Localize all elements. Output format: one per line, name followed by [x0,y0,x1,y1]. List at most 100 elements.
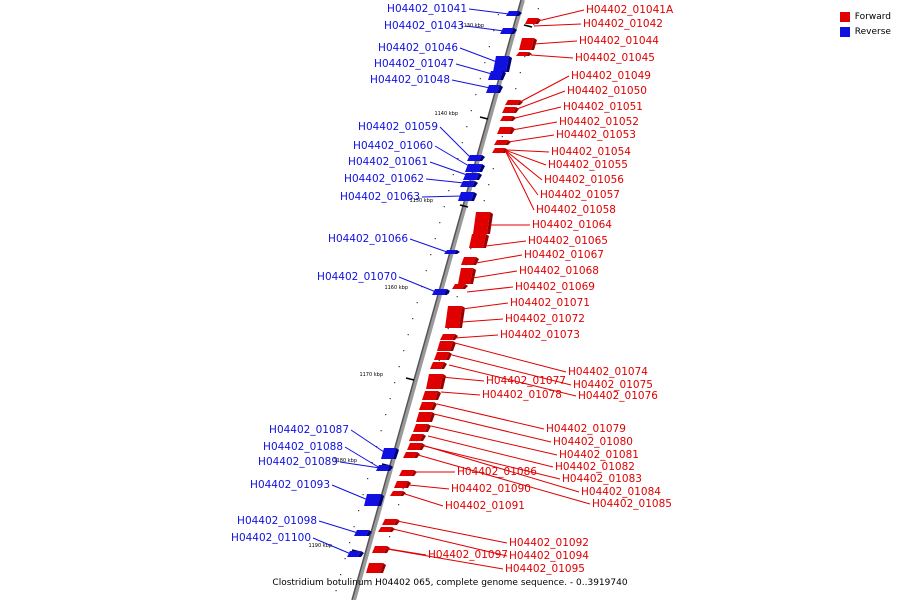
leader-line [433,413,552,443]
reverse-gene-label[interactable]: H04402_01061 [348,156,428,168]
forward-gene-feature [426,374,446,389]
gene-block [519,38,534,50]
forward-gene-feature [505,100,523,105]
forward-gene-label[interactable]: H04402_01071 [510,297,590,309]
forward-gene-label[interactable]: H04402_01085 [592,498,672,510]
forward-gene-label[interactable]: H04402_01065 [528,235,608,247]
reverse-gene-label[interactable]: H04402_01043 [384,20,464,32]
forward-gene-label[interactable]: H04402_01064 [532,219,612,231]
reverse-gene-label[interactable]: H04402_01060 [353,140,433,152]
forward-gene-label[interactable]: H04402_01078 [482,389,562,401]
forward-gene-label[interactable]: H04402_01079 [546,423,626,435]
forward-gene-label[interactable]: H04402_01073 [500,329,580,341]
forward-gene-label[interactable]: H04402_01054 [551,146,631,158]
forward-gene-label[interactable]: H04402_01075 [573,379,653,391]
leader-line [461,318,504,323]
reverse-gene-label[interactable]: H04402_01089 [258,456,338,468]
leader-line [408,484,450,490]
forward-gene-label[interactable]: H04402_01083 [562,473,642,485]
gene-labels: H04402_01041 H04402_01043 H04402_01046 H044… [231,3,674,575]
scale-dot [389,398,391,400]
reverse-gene-label[interactable]: H04402_01062 [344,173,424,185]
reverse-gene-label[interactable]: H04402_01087 [269,424,349,436]
gene-block [516,52,529,56]
gene-block-side [431,402,437,410]
forward-gene-feature [416,412,435,422]
scale-dot [488,184,490,186]
leader-line [455,63,493,75]
gene-block [505,100,520,105]
forward-gene-label[interactable]: H04402_01091 [445,500,525,512]
tick-mark [405,377,415,381]
forward-gene-label[interactable]: H04402_01041A [586,4,674,16]
reverse-gene-label[interactable]: H04402_01100 [231,532,311,544]
gene-block [500,28,514,34]
reverse-gene-feature [381,448,399,459]
gene-block-side [500,71,506,80]
reverse-gene-label[interactable]: H04402_01059 [358,121,438,133]
reverse-gene-label[interactable]: H04402_01063 [340,191,420,203]
gene-block-side [473,257,479,265]
reverse-gene-label[interactable]: H04402_01093 [250,479,330,491]
forward-gene-label[interactable]: H04402_01069 [515,281,595,293]
gene-block [469,234,486,248]
reverse-gene-label[interactable]: H04402_01046 [378,42,458,54]
forward-gene-label[interactable]: H04402_01055 [548,159,628,171]
forward-gene-label[interactable]: H04402_01057 [540,189,620,201]
forward-gene-label[interactable]: H04402_01077 [486,375,566,387]
reverse-gene-label[interactable]: H04402_01047 [374,58,454,70]
gene-block [467,155,482,161]
leader-line [439,126,472,159]
forward-gene-label[interactable]: H04402_01097 [428,549,508,561]
forward-gene-label[interactable]: H04402_01056 [544,174,624,186]
forward-gene-label[interactable]: H04402_01086 [457,466,537,478]
forward-gene-label[interactable]: H04402_01095 [505,563,585,575]
forward-gene-label[interactable]: H04402_01084 [581,486,661,498]
forward-gene-feature [502,107,519,113]
gene-block-side [497,85,503,93]
gene-block [430,362,444,369]
reverse-gene-label[interactable]: H04402_01070 [317,271,397,283]
forward-gene-label[interactable]: H04402_01052 [559,116,639,128]
tick-label: 1170 kbp [359,372,383,378]
scale-dot [470,110,472,112]
forward-gene-feature [394,481,411,488]
leader-line [398,276,437,293]
scale-dot [484,62,486,64]
forward-gene-label[interactable]: H04402_01051 [563,101,643,113]
gene-block-side [378,494,384,506]
forward-gene-label[interactable]: H04402_01074 [568,366,648,378]
scale-dot [461,142,463,144]
forward-gene-label[interactable]: H04402_01067 [524,249,604,261]
forward-gene-label[interactable]: H04402_01049 [571,70,651,82]
gene-block [416,412,432,422]
reverse-gene-feature [486,85,503,93]
reverse-gene-label[interactable]: H04402_01098 [237,515,317,527]
forward-gene-label[interactable]: H04402_01045 [575,52,655,64]
scale-dot [443,206,445,208]
forward-gene-label[interactable]: H04402_01068 [519,265,599,277]
gene-block-side [526,52,532,56]
reverse-gene-label[interactable]: H04402_01088 [263,441,343,453]
forward-gene-label[interactable]: H04402_01050 [567,85,647,97]
gene-block-side [420,434,426,441]
reverse-gene-label[interactable]: H04402_01066 [328,233,408,245]
forward-gene-label[interactable]: H04402_01094 [509,550,589,562]
forward-gene-label[interactable]: H04402_01080 [553,436,633,448]
scale-dot [497,14,499,16]
forward-gene-label[interactable]: H04402_01076 [578,390,658,402]
forward-gene-label[interactable]: H04402_01090 [451,483,531,495]
scale-dot [470,248,472,250]
leader-line [392,528,508,557]
forward-gene-label[interactable]: H04402_01042 [583,18,663,30]
forward-gene-label[interactable]: H04402_01081 [559,449,639,461]
forward-gene-label[interactable]: H04402_01044 [579,35,659,47]
forward-gene-label[interactable]: H04402_01058 [536,204,616,216]
forward-gene-label[interactable]: H04402_01053 [556,129,636,141]
reverse-gene-label[interactable]: H04402_01048 [370,74,450,86]
forward-gene-label[interactable]: H04402_01082 [555,461,635,473]
forward-gene-label[interactable]: H04402_01092 [509,537,589,549]
reverse-gene-label[interactable]: H04402_01041 [387,3,467,15]
forward-gene-label[interactable]: H04402_01072 [505,313,585,325]
gene-block-side [452,334,458,340]
